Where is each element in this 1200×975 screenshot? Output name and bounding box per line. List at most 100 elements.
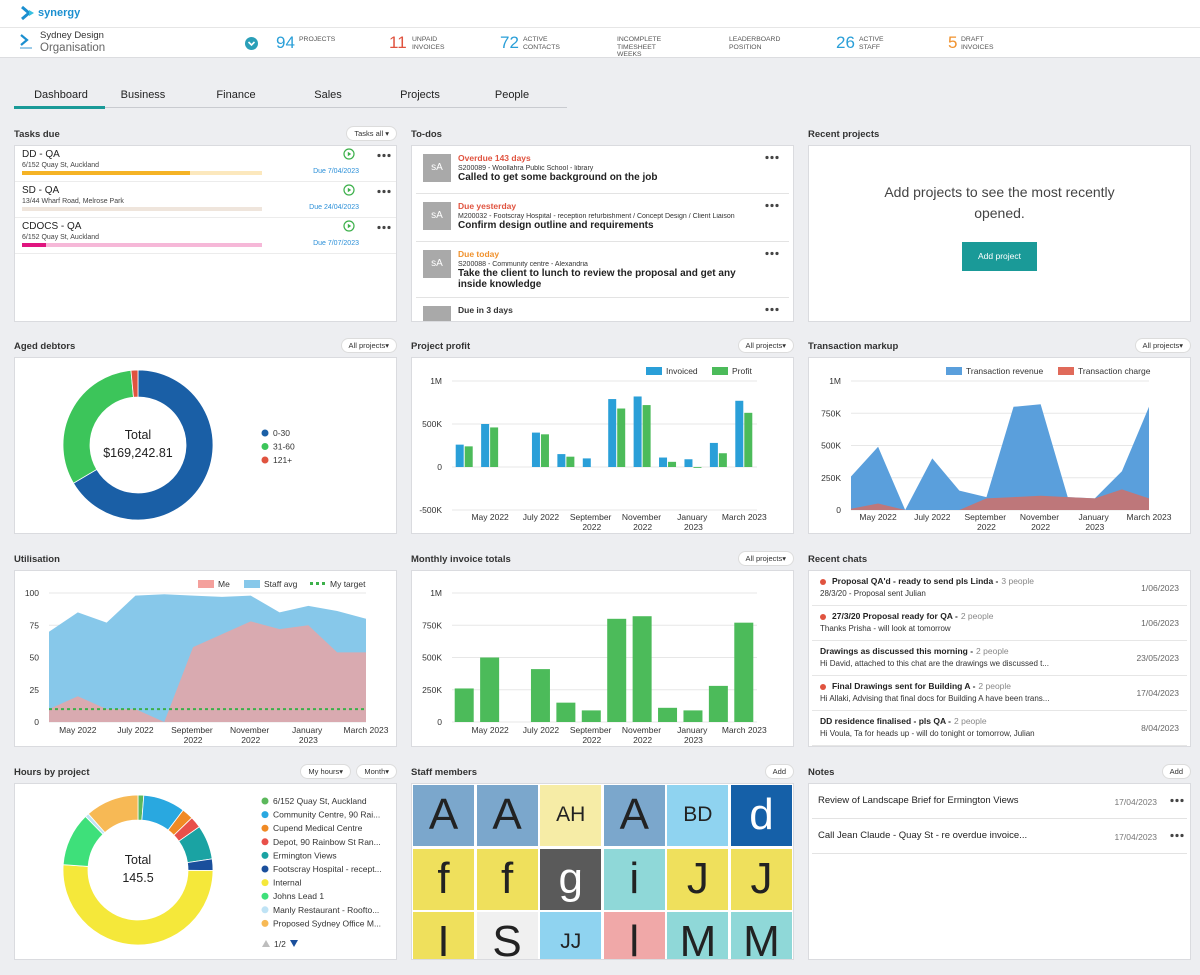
staff-tile[interactable]: M xyxy=(730,911,793,959)
more-menu[interactable] xyxy=(765,307,779,312)
filter-button[interactable]: All projects▾ xyxy=(737,338,794,353)
x-tick-label-line: 2022 xyxy=(184,735,203,745)
tab[interactable]: Projects xyxy=(400,89,440,101)
chat-item[interactable]: Final Drawings sent for Building A -2 pe… xyxy=(812,676,1187,711)
filter-button[interactable]: All projects▾ xyxy=(340,338,397,353)
note-date: 17/04/2023 xyxy=(1114,832,1157,842)
note-text: Review of Landscape Brief for Ermington … xyxy=(818,795,1019,806)
org-switch[interactable] xyxy=(245,37,258,50)
filter-button[interactable]: All projects▾ xyxy=(1134,338,1191,353)
filter-button[interactable]: Tasks all ▾ xyxy=(346,126,397,141)
more-dot xyxy=(775,307,779,312)
stat-value[interactable]: 72 xyxy=(500,33,519,52)
todo-item[interactable]: Due in 3 days xyxy=(416,298,789,321)
bar xyxy=(668,461,677,467)
stat-value[interactable]: 11 xyxy=(389,33,407,52)
more-menu[interactable] xyxy=(377,153,391,158)
add-project-button[interactable]: Add project xyxy=(962,242,1037,271)
bar xyxy=(684,459,693,467)
staff-tile[interactable]: f xyxy=(412,847,475,911)
more-menu[interactable] xyxy=(765,251,779,256)
tab[interactable]: Dashboard xyxy=(34,89,88,101)
staff-tile[interactable]: f xyxy=(475,847,539,911)
todo-item[interactable]: sA Overdue 143 days S200089 - Woollahra Pu… xyxy=(416,146,789,194)
staff-tile[interactable]: JJ xyxy=(539,911,603,959)
more-dot xyxy=(770,203,774,208)
stat-value[interactable]: 26 xyxy=(836,33,855,52)
staff-initials: J xyxy=(686,853,709,903)
bar xyxy=(617,408,626,467)
filter-button[interactable]: Add xyxy=(764,764,794,779)
chat-item[interactable]: Drawings as discussed this morning -2 pe… xyxy=(812,641,1187,676)
staff-tile[interactable]: J xyxy=(666,847,730,911)
staff-tile[interactable]: A xyxy=(602,784,666,847)
staff-tile[interactable]: d xyxy=(730,784,793,847)
task-due: Due 7/07/2023 xyxy=(313,240,359,247)
chat-item[interactable]: DD residence finalised - pls QA -2 peopl… xyxy=(812,711,1187,746)
more-menu[interactable] xyxy=(765,203,779,208)
task-row[interactable]: CDOCS - QA 6/152 Quay St, Auckland Due 7/0… xyxy=(15,218,396,254)
x-tick-label: March 2023 xyxy=(344,725,389,735)
filter-button[interactable]: All projects▾ xyxy=(737,551,794,566)
more-dot xyxy=(377,225,381,230)
staff-tile[interactable]: M xyxy=(666,911,730,959)
start-timer[interactable] xyxy=(343,148,355,160)
x-tick-label: March 2023 xyxy=(722,725,767,735)
tab[interactable]: Sales xyxy=(314,89,342,101)
todo-item[interactable]: sA Due yesterday M200032 - Footscray Hospi… xyxy=(416,194,789,242)
stat-label[interactable]: PROJECTS xyxy=(299,36,336,43)
staff-tile[interactable]: A xyxy=(475,784,539,847)
stat-label[interactable]: ACTIVE CONTACTS xyxy=(523,36,560,51)
pager-next[interactable] xyxy=(290,940,298,947)
stat-label[interactable]: LEADERBOARD POSITION xyxy=(729,36,781,51)
x-tick-label: July 2022 xyxy=(523,512,560,522)
note-item[interactable]: Review of Landscape Brief for Ermington … xyxy=(812,784,1187,819)
staff-tile[interactable]: AH xyxy=(539,784,603,847)
more-menu[interactable] xyxy=(1170,833,1184,838)
task-row[interactable]: SD - QA 13/44 Wharf Road, Melrose Park Due… xyxy=(15,182,396,218)
todo-item[interactable]: sA Due today S200088 - Community centre - … xyxy=(416,242,789,298)
staff-tile[interactable]: BD xyxy=(666,784,730,847)
chat-item[interactable]: Proposal QA'd - ready to send pls Linda … xyxy=(812,571,1187,606)
more-menu[interactable] xyxy=(1170,798,1184,803)
y-tick-label: 75 xyxy=(30,620,40,630)
staff-tile[interactable]: l xyxy=(602,911,666,959)
more-menu[interactable] xyxy=(765,155,779,160)
note-item[interactable]: Call Jean Claude - Quay St - re overdue … xyxy=(812,819,1187,854)
task-row[interactable]: DD - QA 6/152 Quay St, Auckland Due 7/04/2… xyxy=(15,146,396,182)
chat-item[interactable]: 27/3/20 Proposal ready for QA -2 people T… xyxy=(812,606,1187,641)
staff-tile[interactable]: g xyxy=(539,847,603,911)
tab[interactable]: Finance xyxy=(216,89,256,101)
staff-tile[interactable]: J xyxy=(730,847,793,911)
stat-value[interactable]: 94 xyxy=(276,33,295,52)
stat-label[interactable]: ACTIVE STAFF xyxy=(859,36,884,51)
stat-label[interactable]: INCOMPLETE TIMESHEET WEEKS xyxy=(617,36,662,58)
stat-value[interactable]: 5 xyxy=(948,33,958,52)
tab[interactable]: People xyxy=(494,89,530,101)
legend-label: My target xyxy=(330,579,366,589)
x-tick-label-line: 2022 xyxy=(582,522,601,532)
start-timer[interactable] xyxy=(343,184,355,196)
stat-label[interactable]: UNPAID INVOICES xyxy=(412,36,445,51)
bar xyxy=(659,457,668,467)
pager-prev[interactable] xyxy=(262,940,270,947)
filter-button[interactable]: Month▾ xyxy=(356,764,397,779)
more-dot xyxy=(377,153,381,158)
staff-tile[interactable]: I xyxy=(412,911,475,959)
filter-button[interactable]: My hours▾ xyxy=(300,764,351,779)
staff-tile[interactable]: A xyxy=(412,784,475,847)
stat-label[interactable]: DRAFT INVOICES xyxy=(961,36,994,51)
staff-tile[interactable]: i xyxy=(602,847,666,911)
y-tick-label: 0 xyxy=(437,717,442,727)
todo-task: Called to get some background on the job xyxy=(458,172,658,183)
more-dot xyxy=(765,251,769,256)
tab[interactable]: Business xyxy=(120,89,166,101)
filter-button[interactable]: Add xyxy=(1161,764,1191,779)
chat-date: 1/06/2023 xyxy=(1141,618,1179,628)
more-menu[interactable] xyxy=(377,225,391,230)
start-timer[interactable] xyxy=(343,220,355,232)
legend-dot xyxy=(261,429,269,437)
staff-tile[interactable]: S xyxy=(475,911,539,959)
legend-label: Profit xyxy=(732,366,752,376)
more-menu[interactable] xyxy=(377,189,391,194)
